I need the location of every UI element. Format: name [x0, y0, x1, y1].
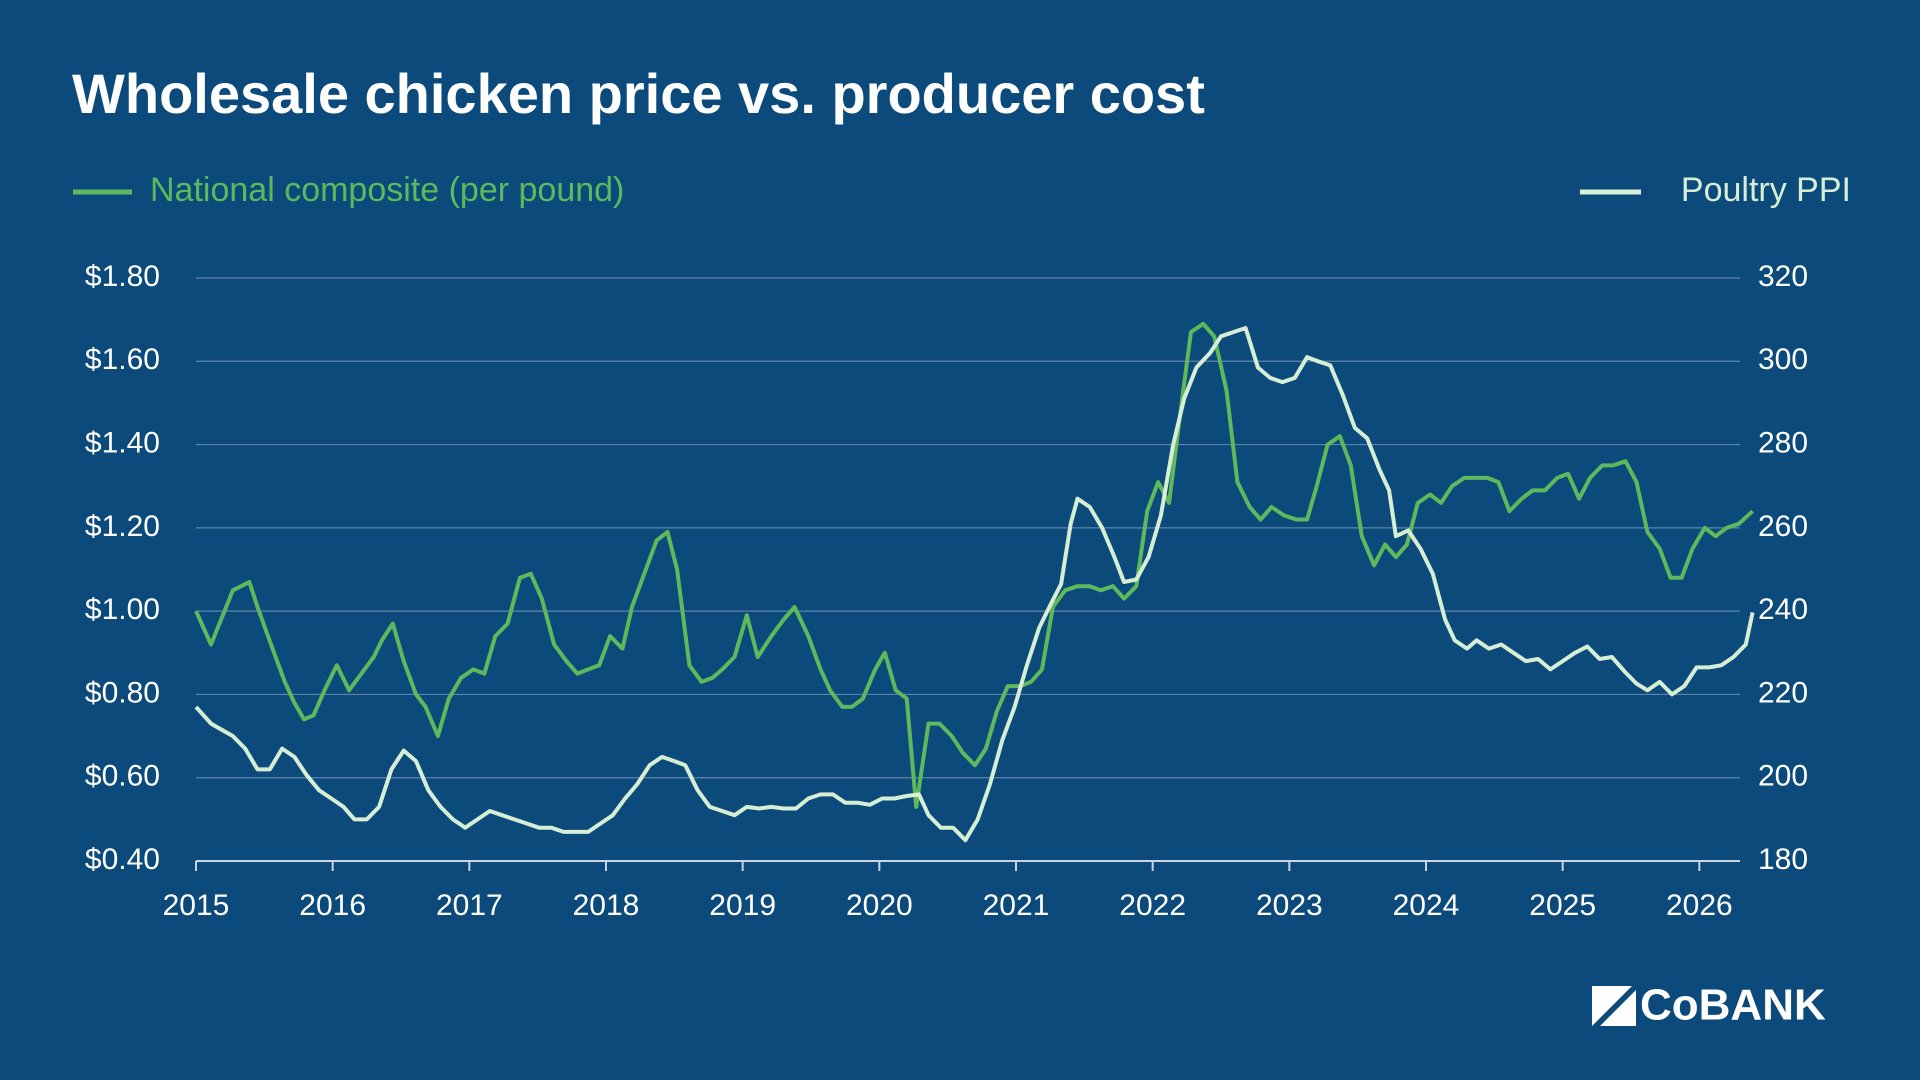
x-tick-label: 2017	[436, 889, 503, 922]
chart-title: Wholesale chicken price vs. producer cos…	[72, 62, 1205, 125]
x-tick-label: 2018	[573, 889, 640, 922]
x-tick-label: 2026	[1666, 889, 1733, 922]
legend-label: National composite (per pound)	[150, 171, 624, 209]
x-tick-label: 2025	[1529, 889, 1596, 922]
y2-tick-label: 200	[1758, 760, 1808, 793]
y2-tick-label: 280	[1758, 426, 1808, 459]
x-tick-label: 2020	[846, 889, 913, 922]
y-tick-label: $0.80	[85, 676, 160, 709]
x-tick-label: 2019	[709, 889, 776, 922]
logo-icon	[1592, 986, 1632, 1026]
y-tick-label: $1.00	[85, 593, 160, 626]
y2-tick-label: 220	[1758, 676, 1808, 709]
x-tick-label: 2016	[299, 889, 366, 922]
y-tick-label: $1.20	[85, 510, 160, 543]
y-tick-label: $1.60	[85, 343, 160, 376]
x-tick-label: 2015	[163, 889, 230, 922]
y-tick-label: $0.40	[85, 843, 160, 876]
logo-text: CoBANK	[1640, 981, 1826, 1030]
y2-tick-label: 320	[1758, 260, 1808, 293]
y-tick-label: $1.80	[85, 260, 160, 293]
y-tick-label: $1.40	[85, 426, 160, 459]
y2-tick-label: 260	[1758, 510, 1808, 543]
x-tick-label: 2021	[983, 889, 1050, 922]
logo-icon	[1600, 990, 1636, 1026]
y2-tick-label: 180	[1758, 843, 1808, 876]
series-line	[194, 326, 1755, 843]
x-tick-label: 2024	[1393, 889, 1460, 922]
y-tick-label: $0.60	[85, 760, 160, 793]
x-tick-label: 2023	[1256, 889, 1323, 922]
y2-tick-label: 240	[1758, 593, 1808, 626]
x-tick-label: 2022	[1119, 889, 1186, 922]
series-line	[194, 321, 1754, 809]
y2-tick-label: 300	[1758, 343, 1808, 376]
logo: CoBANK	[1592, 981, 1826, 1030]
legend-label: Poultry PPI	[1681, 171, 1851, 209]
